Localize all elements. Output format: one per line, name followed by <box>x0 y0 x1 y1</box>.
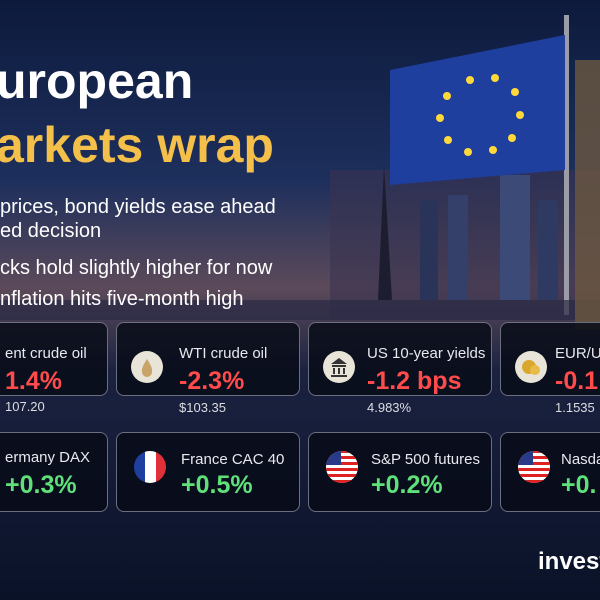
brand: invest <box>538 548 600 575</box>
drop-icon <box>131 351 163 383</box>
card-change: +0.2% <box>371 471 443 499</box>
card-price: 107.20 <box>5 399 45 414</box>
card-label: WTI crude oil <box>179 345 268 362</box>
card-price: $103.35 <box>179 400 226 415</box>
card-label: France CAC 40 <box>181 451 285 468</box>
bullet: nflation hits five-month high <box>0 288 244 310</box>
market-card: WTI crude oil -2.3% $103.35 <box>116 322 300 415</box>
card-change: +0.5% <box>181 471 253 499</box>
us-flag <box>518 451 550 483</box>
title-line: arkets wrap <box>0 117 274 173</box>
bullet: cks hold slightly higher for now <box>0 257 273 279</box>
card-label: ermany DAX <box>5 449 91 466</box>
market-card: ermany DAX +0.3% <box>0 432 108 512</box>
card-label: US 10-year yields <box>367 345 486 362</box>
card-change: -0.1 <box>555 367 599 395</box>
card-change: 1.4% <box>5 367 62 395</box>
market-card: US 10-year yields -1.2 bps 4.983% <box>308 322 492 415</box>
market-card: ent crude oil 1.4% 107.20 <box>0 322 108 414</box>
bullet: ed decision <box>0 220 102 242</box>
france-flag <box>134 451 166 483</box>
card-change: -1.2 bps <box>367 367 462 395</box>
market-card: France CAC 40 +0.5% <box>116 432 300 512</box>
card-price: 4.983% <box>367 400 412 415</box>
title-line: uropean <box>0 53 194 109</box>
card-label: EUR/U <box>555 345 600 362</box>
coins-icon <box>515 351 547 383</box>
bullet: prices, bond yields ease ahead <box>0 196 276 218</box>
market-card: S&P 500 futures +0.2% <box>308 432 492 512</box>
card-change: +0. <box>561 471 597 499</box>
bank-icon <box>323 351 355 383</box>
card-change: -2.3% <box>179 367 245 395</box>
us-flag <box>326 451 358 483</box>
market-card: EUR/U -0.1 1.1535 <box>500 322 600 415</box>
market-card: Nasda +0. <box>500 432 600 512</box>
card-price: 1.1535 <box>555 400 595 415</box>
card-label: ent crude oil <box>5 345 87 362</box>
card-change: +0.3% <box>5 471 77 499</box>
card-label: S&P 500 futures <box>371 451 480 468</box>
card-label: Nasda <box>561 451 600 468</box>
